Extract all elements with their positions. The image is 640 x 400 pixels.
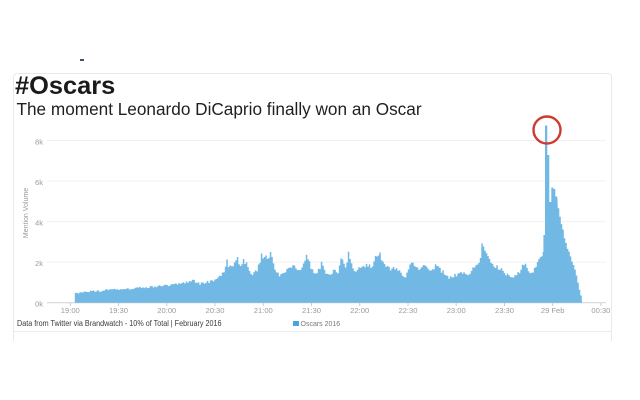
svg-text:21:30: 21:30 [302, 306, 321, 315]
svg-text:6k: 6k [35, 178, 43, 187]
svg-text:0k: 0k [35, 300, 43, 309]
svg-text:2k: 2k [35, 259, 43, 268]
svg-text:8k: 8k [35, 137, 43, 146]
svg-text:4k: 4k [35, 218, 43, 227]
svg-text:22:30: 22:30 [398, 306, 417, 315]
svg-text:19:30: 19:30 [109, 306, 128, 315]
svg-text:19:00: 19:00 [61, 306, 80, 315]
svg-text:23:30: 23:30 [495, 306, 514, 315]
svg-text:21:00: 21:00 [254, 306, 273, 315]
svg-text:Mention Volume: Mention Volume [23, 188, 30, 238]
svg-text:23:00: 23:00 [447, 306, 466, 315]
svg-text:22:00: 22:00 [350, 306, 369, 315]
svg-text:20:00: 20:00 [157, 306, 176, 315]
svg-text:00:30: 00:30 [591, 306, 610, 315]
svg-text:29 Feb: 29 Feb [541, 306, 565, 315]
svg-text:20:30: 20:30 [205, 306, 224, 315]
